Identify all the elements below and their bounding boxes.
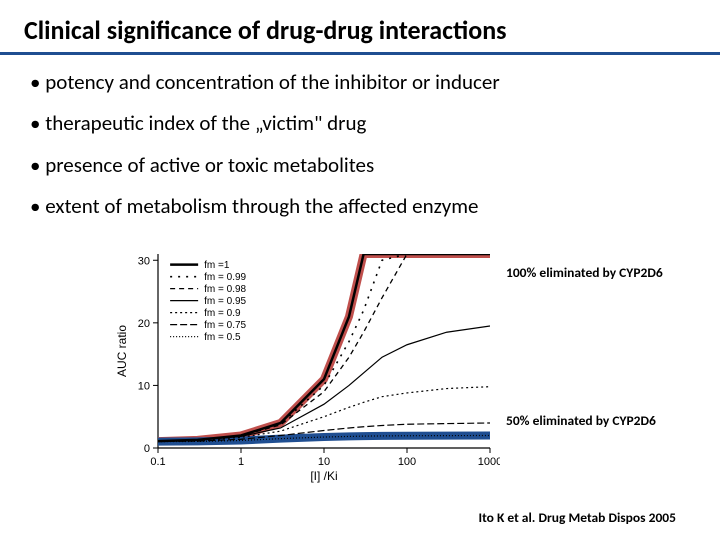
svg-text:100: 100	[398, 456, 416, 468]
annotation-bottom: 50% eliminated by CYP2D6	[506, 412, 656, 429]
svg-text:1: 1	[238, 456, 244, 468]
svg-text:fm =1: fm =1	[204, 260, 230, 271]
svg-text:30: 30	[138, 255, 150, 267]
bullet-item: • potency and concentration of the inhib…	[30, 69, 690, 96]
svg-text:fm = 0.95: fm = 0.95	[204, 296, 246, 307]
svg-text:10: 10	[318, 456, 330, 468]
svg-text:0.1: 0.1	[150, 456, 165, 468]
bullet-item: • extent of metabolism through the affec…	[30, 193, 690, 220]
svg-text:fm = 0.99: fm = 0.99	[204, 272, 246, 283]
svg-text:0: 0	[144, 443, 150, 455]
svg-text:10: 10	[138, 381, 150, 393]
svg-text:fm = 0.5: fm = 0.5	[204, 332, 241, 343]
annotation-top: 100% eliminated by CYP2D6	[506, 264, 663, 281]
auc-ratio-chart: 0 10 20 30 0.1 1 10 100 1000 [I] /Ki AUC ratio fm =…	[110, 244, 500, 484]
svg-text:AUC ratio: AUC ratio	[115, 325, 129, 377]
bullet-item: • presence of active or toxic metabolite…	[30, 152, 690, 179]
svg-text:20: 20	[138, 318, 150, 330]
bullet-item: • therapeutic index of the „victim" drug	[30, 110, 690, 137]
svg-text:[I] /Ki: [I] /Ki	[310, 469, 337, 483]
page-title: Clinical significance of drug-drug inter…	[0, 0, 720, 55]
svg-text:fm = 0.9: fm = 0.9	[204, 308, 241, 319]
svg-text:fm = 0.98: fm = 0.98	[204, 284, 246, 295]
citation: Ito K et al. Drug Metab Dispos 2005	[478, 509, 676, 526]
bullet-list: • potency and concentration of the inhib…	[0, 55, 720, 244]
svg-text:1000: 1000	[478, 456, 500, 468]
chart-container: 0 10 20 30 0.1 1 10 100 1000 [I] /Ki AUC ratio fm =…	[0, 244, 720, 514]
svg-text:fm = 0.75: fm = 0.75	[204, 320, 246, 331]
